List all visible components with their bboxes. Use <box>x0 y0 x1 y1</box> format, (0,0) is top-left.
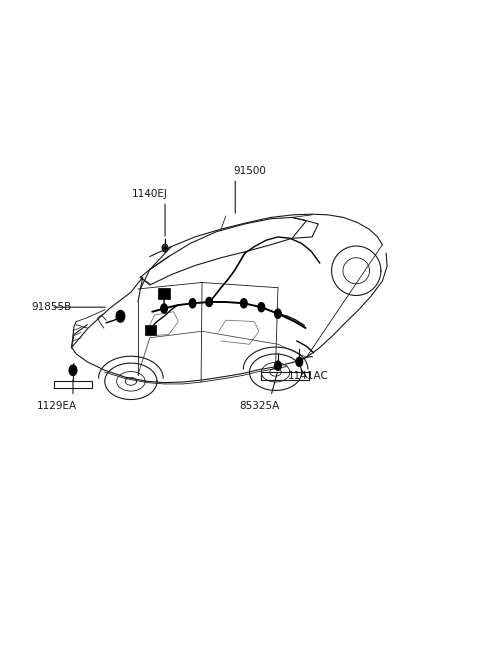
Text: 91500: 91500 <box>233 167 266 176</box>
Circle shape <box>189 298 196 308</box>
Circle shape <box>206 297 213 306</box>
Text: 1141AC: 1141AC <box>288 371 328 381</box>
Circle shape <box>275 361 281 370</box>
Circle shape <box>258 302 264 312</box>
Circle shape <box>164 246 167 250</box>
Text: 91855B: 91855B <box>31 302 72 312</box>
Circle shape <box>116 310 125 322</box>
Text: 1140EJ: 1140EJ <box>132 189 168 199</box>
Text: 85325A: 85325A <box>239 401 279 411</box>
Circle shape <box>69 365 77 375</box>
FancyBboxPatch shape <box>145 325 156 335</box>
FancyBboxPatch shape <box>158 289 170 298</box>
Circle shape <box>296 358 302 367</box>
Circle shape <box>240 298 247 308</box>
Circle shape <box>275 309 281 318</box>
Circle shape <box>161 304 168 313</box>
Text: 1129EA: 1129EA <box>37 401 77 411</box>
